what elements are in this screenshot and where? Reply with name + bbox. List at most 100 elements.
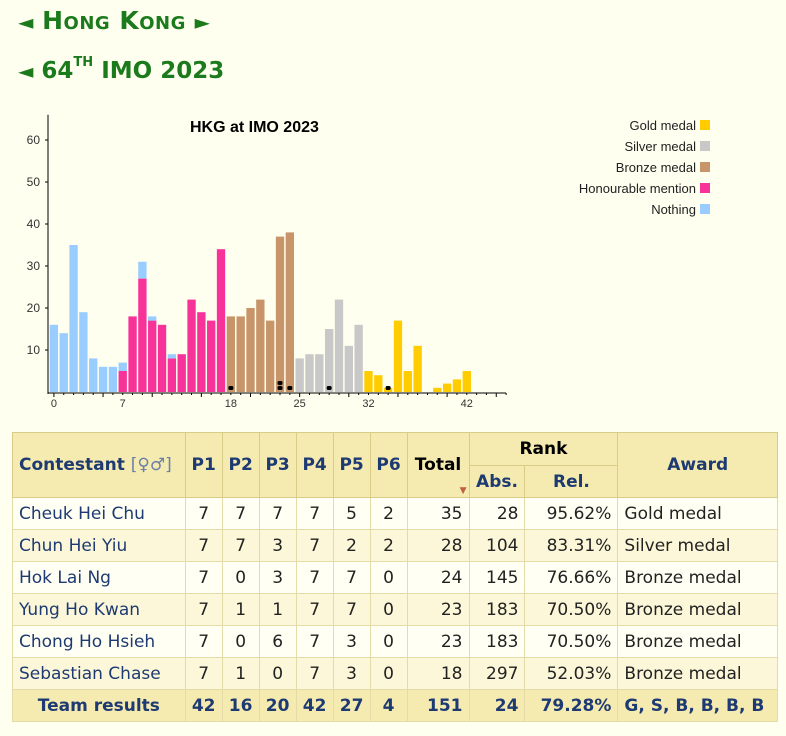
cell-abs: 183 [468,593,526,626]
bar [157,324,167,392]
cell-award: Bronze medal [617,561,778,594]
prev-country-arrow[interactable]: ◄ [18,10,34,34]
y-tick-label: 20 [27,301,41,315]
bar [334,299,344,392]
cell-p3: 3 [258,529,297,562]
y-tick-label: 50 [27,175,41,189]
contestant-marker [277,386,283,390]
bar [315,354,324,392]
contestant-marker [326,386,332,390]
team-cell-abs: 24 [468,689,526,722]
cell-total: 23 [406,625,470,658]
y-tick-label: 10 [27,343,41,357]
cell-award: Bronze medal [617,593,778,626]
header-contestant[interactable]: Contestant [♀♂] [12,432,186,498]
legend-entry-label: Bronze medal [616,160,696,175]
bar [275,236,285,392]
cell-p2: 7 [221,497,260,530]
cell-rel: 83.31% [524,529,619,562]
header-p6[interactable]: P6 [369,432,408,498]
contestant-name-link[interactable]: Hok Lai Ng [12,561,186,594]
header-p5[interactable]: P5 [332,432,371,498]
bar [98,366,108,392]
legend-entry-label: Silver medal [624,139,696,154]
cell-p4: 7 [295,561,334,594]
contestant-name-link[interactable]: Yung Ho Kwan [12,593,186,626]
cell-abs: 183 [468,625,526,658]
legend-entry-label: Honourable mention [579,181,696,196]
bar [118,371,127,392]
cell-p4: 7 [295,497,334,530]
imo-title[interactable]: 64TH IMO 2023 [41,55,224,84]
next-country-arrow[interactable]: ► [194,10,210,34]
legend-entry-label: Nothing [651,202,696,217]
bar [344,345,353,392]
cell-p4: 7 [295,529,334,562]
contestant-name-link[interactable]: Sebastian Chase [12,657,186,690]
country-nav: ◄ Hong Kong ► [18,6,210,35]
bar [354,324,363,392]
legend-swatch [700,162,710,172]
bar [197,312,206,392]
table-row: Hok Lai Ng 7 0 3 7 7 0 24 145 76.66% Bronze medal [12,561,778,594]
bar [177,354,186,392]
bar [69,245,78,392]
header-p2[interactable]: P2 [221,432,260,498]
cell-abs: 28 [468,497,526,530]
x-tick-label: 25 [294,398,306,410]
team-cell-rel: 79.28% [524,689,619,722]
cell-p1: 7 [184,657,223,690]
cell-p5: 5 [332,497,371,530]
bar [393,320,403,392]
x-tick-label: 0 [51,398,57,410]
header-p1[interactable]: P1 [184,432,223,498]
team-cell-p5: 27 [332,689,371,722]
bar [89,358,98,392]
x-tick-label: 42 [461,398,473,410]
cell-p3: 0 [258,657,297,690]
cell-p2: 1 [221,593,260,626]
bar [452,379,462,392]
contestant-name-link[interactable]: Chong Ho Hsieh [12,625,186,658]
header-total[interactable]: Total ▼ [406,432,470,498]
header-rank-abs[interactable]: Abs. [468,465,526,498]
contestant-name-link[interactable]: Cheuk Hei Chu [12,497,186,530]
country-title[interactable]: Hong Kong [42,6,186,35]
header-award[interactable]: Award [617,432,778,498]
score-distribution-chart: 10 20 30 40 50 60 0 7 18 25 32 42 HKG at IMO 2023 Gol… [27,114,710,410]
team-cell-p3: 20 [258,689,297,722]
cell-p4: 7 [295,657,334,690]
cell-abs: 145 [468,561,526,594]
contestant-marker [277,381,283,385]
bar [256,299,265,392]
bar [403,371,412,392]
cell-p1: 7 [184,625,223,658]
bar [79,312,88,392]
cell-p3: 7 [258,497,297,530]
x-tick-label: 18 [225,398,237,410]
bar [108,366,118,392]
bar [49,324,59,392]
cell-total: 35 [406,497,470,530]
bar [187,299,196,392]
table-row: Cheuk Hei Chu 7 7 7 7 5 2 35 28 95.62% Gold medal [12,497,778,530]
header-p4[interactable]: P4 [295,432,334,498]
bar [128,316,137,392]
table-row: Yung Ho Kwan 7 1 1 7 7 0 23 183 70.50% Bronze meda… [12,593,778,626]
contestant-name-link[interactable]: Chun Hei Yiu [12,529,186,562]
cell-abs: 104 [468,529,526,562]
bar [266,320,275,392]
prev-imo-arrow[interactable]: ◄ [18,59,34,83]
cell-p4: 7 [295,593,334,626]
cell-p6: 0 [369,625,408,658]
sort-indicator-icon: ▼ [459,486,467,496]
header-p3[interactable]: P3 [258,432,297,498]
bar [226,316,236,392]
legend-swatch [700,183,710,193]
cell-total: 28 [406,529,470,562]
chart-title: HKG at IMO 2023 [190,119,319,136]
bar [324,329,334,392]
cell-p3: 6 [258,625,297,658]
cell-p6: 0 [369,561,408,594]
header-rank-rel[interactable]: Rel. [524,465,619,498]
